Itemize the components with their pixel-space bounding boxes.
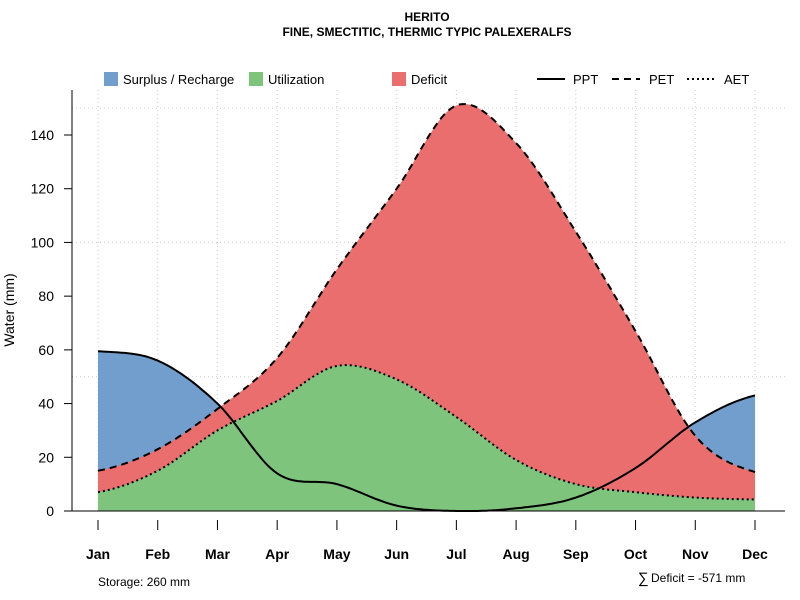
y-tick-label: 80 [38, 288, 54, 304]
y-axis-label: Water (mm) [1, 273, 17, 346]
y-tick-label: 40 [38, 396, 54, 412]
legend-label-pet: PET [649, 72, 674, 87]
storage-annotation: Storage: 260 mm [98, 575, 190, 589]
sigma-symbol: ∑ [638, 570, 649, 587]
utilization-area [98, 365, 755, 511]
legend-label-surplus: Surplus / Recharge [123, 72, 234, 87]
y-tick-label: 60 [38, 342, 54, 358]
y-tick-label: 120 [31, 181, 55, 197]
legend-label-ppt: PPT [573, 72, 598, 87]
legend-label-deficit: Deficit [411, 72, 448, 87]
legend: Surplus / Recharge Utilization Deficit P… [104, 72, 749, 87]
x-tick-label: Jan [86, 546, 110, 562]
legend-swatch-deficit [392, 72, 406, 86]
x-tick-label: Jul [446, 546, 466, 562]
y-tick-label: 100 [31, 234, 55, 250]
legend-label-aet: AET [724, 72, 749, 87]
x-tick-label: Dec [742, 546, 768, 562]
y-tick-label: 20 [38, 449, 54, 465]
x-tick-label: May [323, 546, 350, 562]
x-tick-label: Mar [205, 546, 230, 562]
lines [97, 103, 756, 512]
chart-title: HERITO [404, 10, 449, 24]
pet-line [97, 103, 756, 474]
deficit-total-annotation: Deficit = -571 mm [651, 571, 745, 585]
ppt-line [97, 350, 756, 512]
x-tick-label: Jun [384, 546, 409, 562]
x-tick-label: Nov [682, 546, 709, 562]
x-tick-label: Apr [265, 546, 290, 562]
legend-swatch-surplus [104, 72, 118, 86]
axes: 0 20 40 60 80 100 120 140 Jan Feb Mar Apr May Jun Jul A… [31, 90, 785, 562]
x-tick-label: Aug [502, 546, 529, 562]
x-tick-label: Sep [563, 546, 589, 562]
legend-label-utilization: Utilization [268, 72, 324, 87]
y-tick-label: 0 [46, 503, 54, 519]
x-tick-label: Feb [145, 546, 170, 562]
areas [98, 104, 755, 511]
chart-subtitle: FINE, SMECTITIC, THERMIC TYPIC PALEXERAL… [282, 25, 571, 39]
x-tick-label: Oct [624, 546, 648, 562]
y-tick-label: 140 [31, 127, 55, 143]
legend-swatch-utilization [249, 72, 263, 86]
